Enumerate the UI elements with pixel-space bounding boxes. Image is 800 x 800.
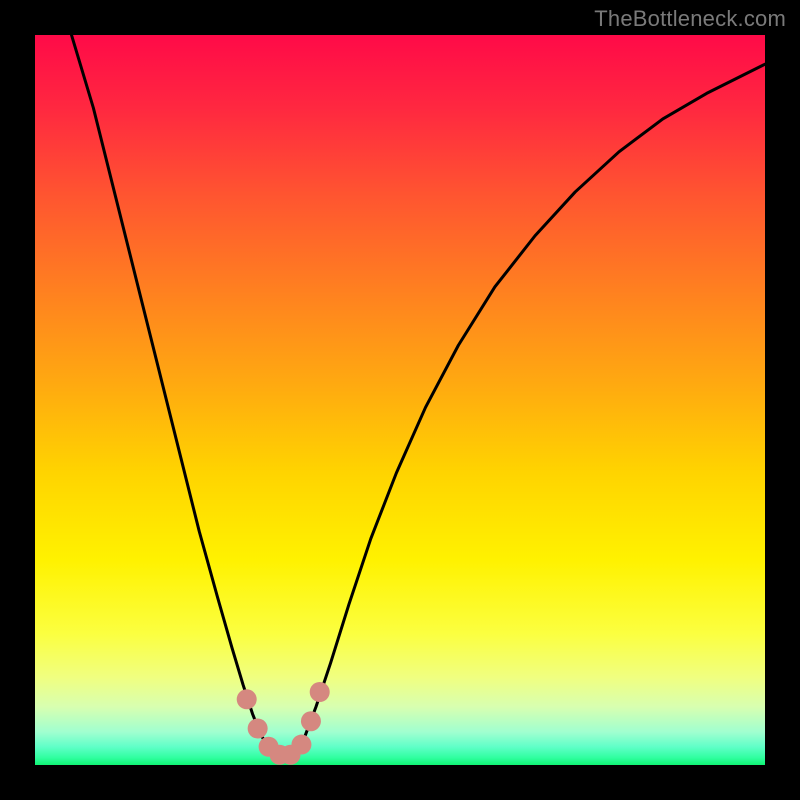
highlight-marker: [237, 689, 257, 709]
highlight-marker: [301, 711, 321, 731]
chart-svg: [35, 35, 765, 765]
chart-frame: TheBottleneck.com: [0, 0, 800, 800]
highlight-marker: [291, 735, 311, 755]
plot-area: [35, 35, 765, 765]
gradient-background: [35, 35, 765, 765]
watermark-label: TheBottleneck.com: [594, 6, 786, 32]
highlight-marker: [310, 682, 330, 702]
highlight-marker: [248, 719, 268, 739]
